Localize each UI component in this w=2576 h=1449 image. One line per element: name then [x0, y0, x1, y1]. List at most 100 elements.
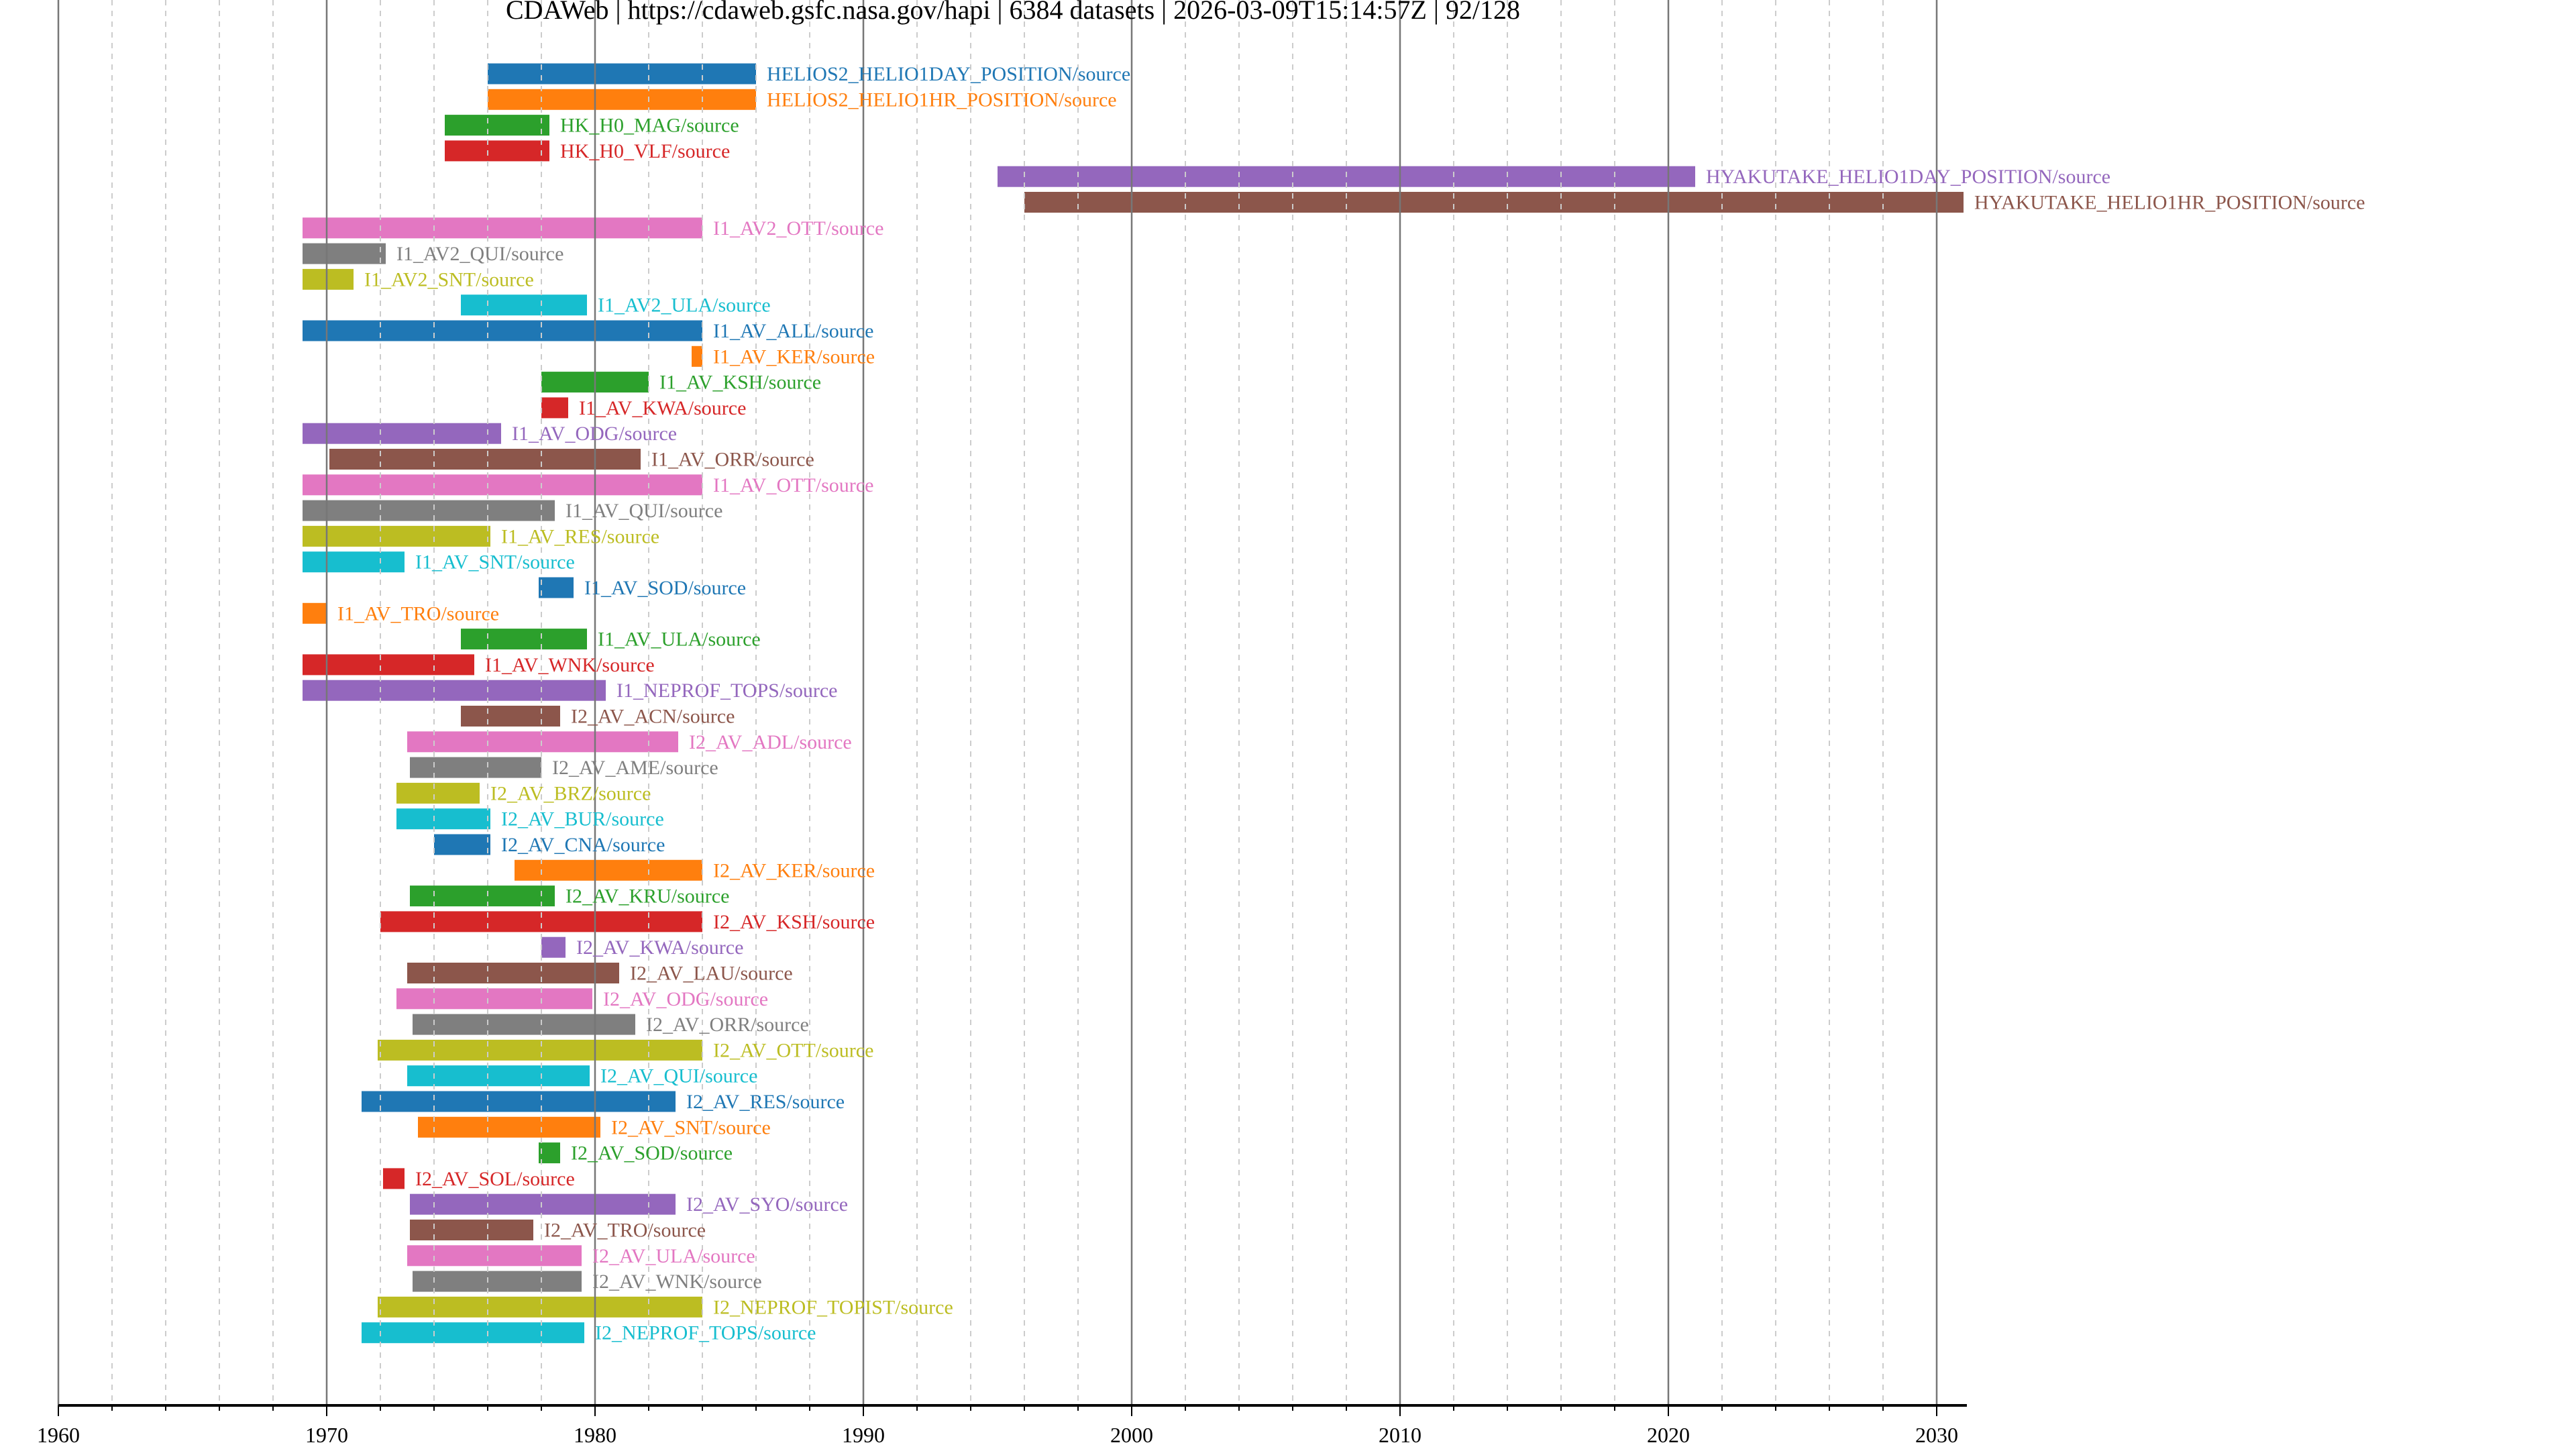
x-tick-label: 1980 [574, 1423, 616, 1447]
bar-label: I2_AV_KSH/source [713, 911, 875, 933]
bar [362, 1322, 584, 1344]
bar [488, 63, 756, 85]
bar [461, 294, 587, 316]
bar [410, 1193, 676, 1215]
bar [303, 525, 490, 547]
bar-label: I1_AV_OTT/source [713, 474, 873, 496]
bar [410, 885, 555, 907]
bar [541, 936, 566, 958]
bar [539, 1142, 560, 1164]
bar [445, 140, 549, 162]
bar [303, 500, 555, 521]
bar [418, 1116, 600, 1138]
bar-label: I2_AV_RES/source [686, 1091, 845, 1113]
grid-layer [57, 0, 1938, 1405]
bar-label: I2_AV_ACN/source [571, 706, 735, 728]
bar-label: HELIOS2_HELIO1HR_POSITION/source [767, 89, 1117, 111]
bar-label: I1_AV_ALL/source [713, 320, 873, 342]
x-tick-label: 1970 [305, 1423, 348, 1447]
bar-label: I1_AV_RES/source [501, 525, 659, 547]
x-tick-label: 2000 [1110, 1423, 1153, 1447]
bar [407, 1065, 590, 1087]
bar [410, 757, 541, 778]
bar-label: I2_AV_SNT/source [611, 1116, 771, 1138]
bar-label: HYAKUTAKE_HELIO1DAY_POSITION/source [1706, 166, 2110, 188]
bar-label: I2_AV_SOL/source [415, 1168, 575, 1190]
bar-label: I2_NEPROF_TOPS/source [595, 1322, 816, 1344]
bar [303, 551, 405, 573]
bar [303, 602, 327, 624]
bar-label: I1_AV_SOD/source [584, 577, 746, 599]
bar-label: I1_AV_SNT/source [415, 551, 575, 574]
bar-label: I1_AV_KSH/source [659, 372, 821, 394]
bar-label: HYAKUTAKE_HELIO1HR_POSITION/source [1974, 192, 2365, 214]
bar [303, 217, 702, 239]
bar-label: I2_AV_BRZ/source [490, 782, 651, 804]
bar-label: HK_H0_MAG/source [560, 115, 739, 137]
bar [1024, 192, 1964, 213]
bar [539, 577, 574, 598]
x-tick-label: 1960 [37, 1423, 80, 1447]
bar-label: HELIOS2_HELIO1DAY_POSITION/source [767, 63, 1130, 85]
bar [303, 320, 702, 341]
bar [378, 1296, 702, 1318]
bar-label: I1_AV_ODG/source [512, 423, 677, 445]
x-axis: 1960 1970 1980 1990 2000 2010 2020 2030 [37, 1404, 1967, 1447]
bar-label: I1_AV_KWA/source [579, 397, 746, 419]
bar [541, 397, 568, 419]
bar-label: I1_NEPROF_TOPS/source [616, 680, 837, 702]
bar [413, 1271, 582, 1292]
bar [692, 345, 702, 367]
chart-title: CDAWeb | https://cdaweb.gsfc.nasa.gov/ha… [506, 0, 1520, 25]
bar [461, 706, 560, 727]
bar-label: I2_AV_BUR/source [501, 808, 664, 830]
labels-layer: HELIOS2_HELIO1DAY_POSITION/source HELIOS2… [337, 63, 2365, 1344]
bar [488, 89, 756, 110]
bar [515, 859, 702, 881]
bar-label: I1_AV_QUI/source [566, 500, 722, 522]
bar-label: I1_AV_ORR/source [651, 449, 814, 471]
bar-label: I2_AV_WNK/source [592, 1271, 762, 1293]
bar [303, 423, 501, 444]
bar [362, 1091, 676, 1112]
bar-label: I1_AV_KER/source [713, 345, 875, 368]
bar [396, 988, 592, 1010]
bar-label: I2_AV_ADL/source [689, 731, 852, 753]
x-tick-label: 2030 [1915, 1423, 1958, 1447]
bar [303, 268, 354, 290]
bar [461, 629, 587, 650]
bar [410, 1220, 533, 1240]
bar [396, 808, 490, 830]
bar-label: I2_AV_SYO/source [686, 1193, 848, 1216]
bar-label: I2_NEPROF_TOPIST/source [713, 1296, 953, 1318]
bar-label: I2_AV_OTT/source [713, 1039, 873, 1061]
bar [396, 782, 480, 804]
bar-label: I2_AV_TRO/source [544, 1220, 706, 1242]
bar [303, 680, 606, 701]
bar [434, 834, 490, 855]
bar [303, 243, 386, 264]
bar-label: I2_AV_KRU/source [566, 885, 729, 908]
bar-label: I2_AV_LAU/source [630, 963, 793, 985]
bar-label: I2_AV_SOD/source [571, 1142, 733, 1165]
bar [413, 1014, 635, 1035]
bar-label: I1_AV2_OTT/source [713, 217, 883, 239]
bar-label: I1_AV_TRO/source [337, 602, 499, 625]
bar [445, 115, 549, 136]
bar [303, 654, 474, 676]
bar-label: I1_AV_ULA/source [598, 629, 761, 651]
bar-label: I2_AV_QUI/source [600, 1065, 757, 1087]
bar-label: HK_H0_VLF/source [560, 140, 730, 162]
x-tick-label: 2010 [1379, 1423, 1421, 1447]
bar-label: I1_AV2_ULA/source [598, 294, 771, 317]
bar-label: I1_AV2_SNT/source [364, 268, 534, 290]
bar-label: I1_AV_WNK/source [485, 654, 655, 676]
bar [378, 1039, 702, 1061]
bar-label: I2_AV_KWA/source [576, 936, 743, 959]
x-tick-label: 2020 [1647, 1423, 1690, 1447]
bar [329, 449, 641, 470]
bar-label: I2_AV_ORR/source [646, 1014, 809, 1036]
bar [407, 1245, 582, 1267]
bar-label: I2_AV_KER/source [713, 859, 875, 881]
